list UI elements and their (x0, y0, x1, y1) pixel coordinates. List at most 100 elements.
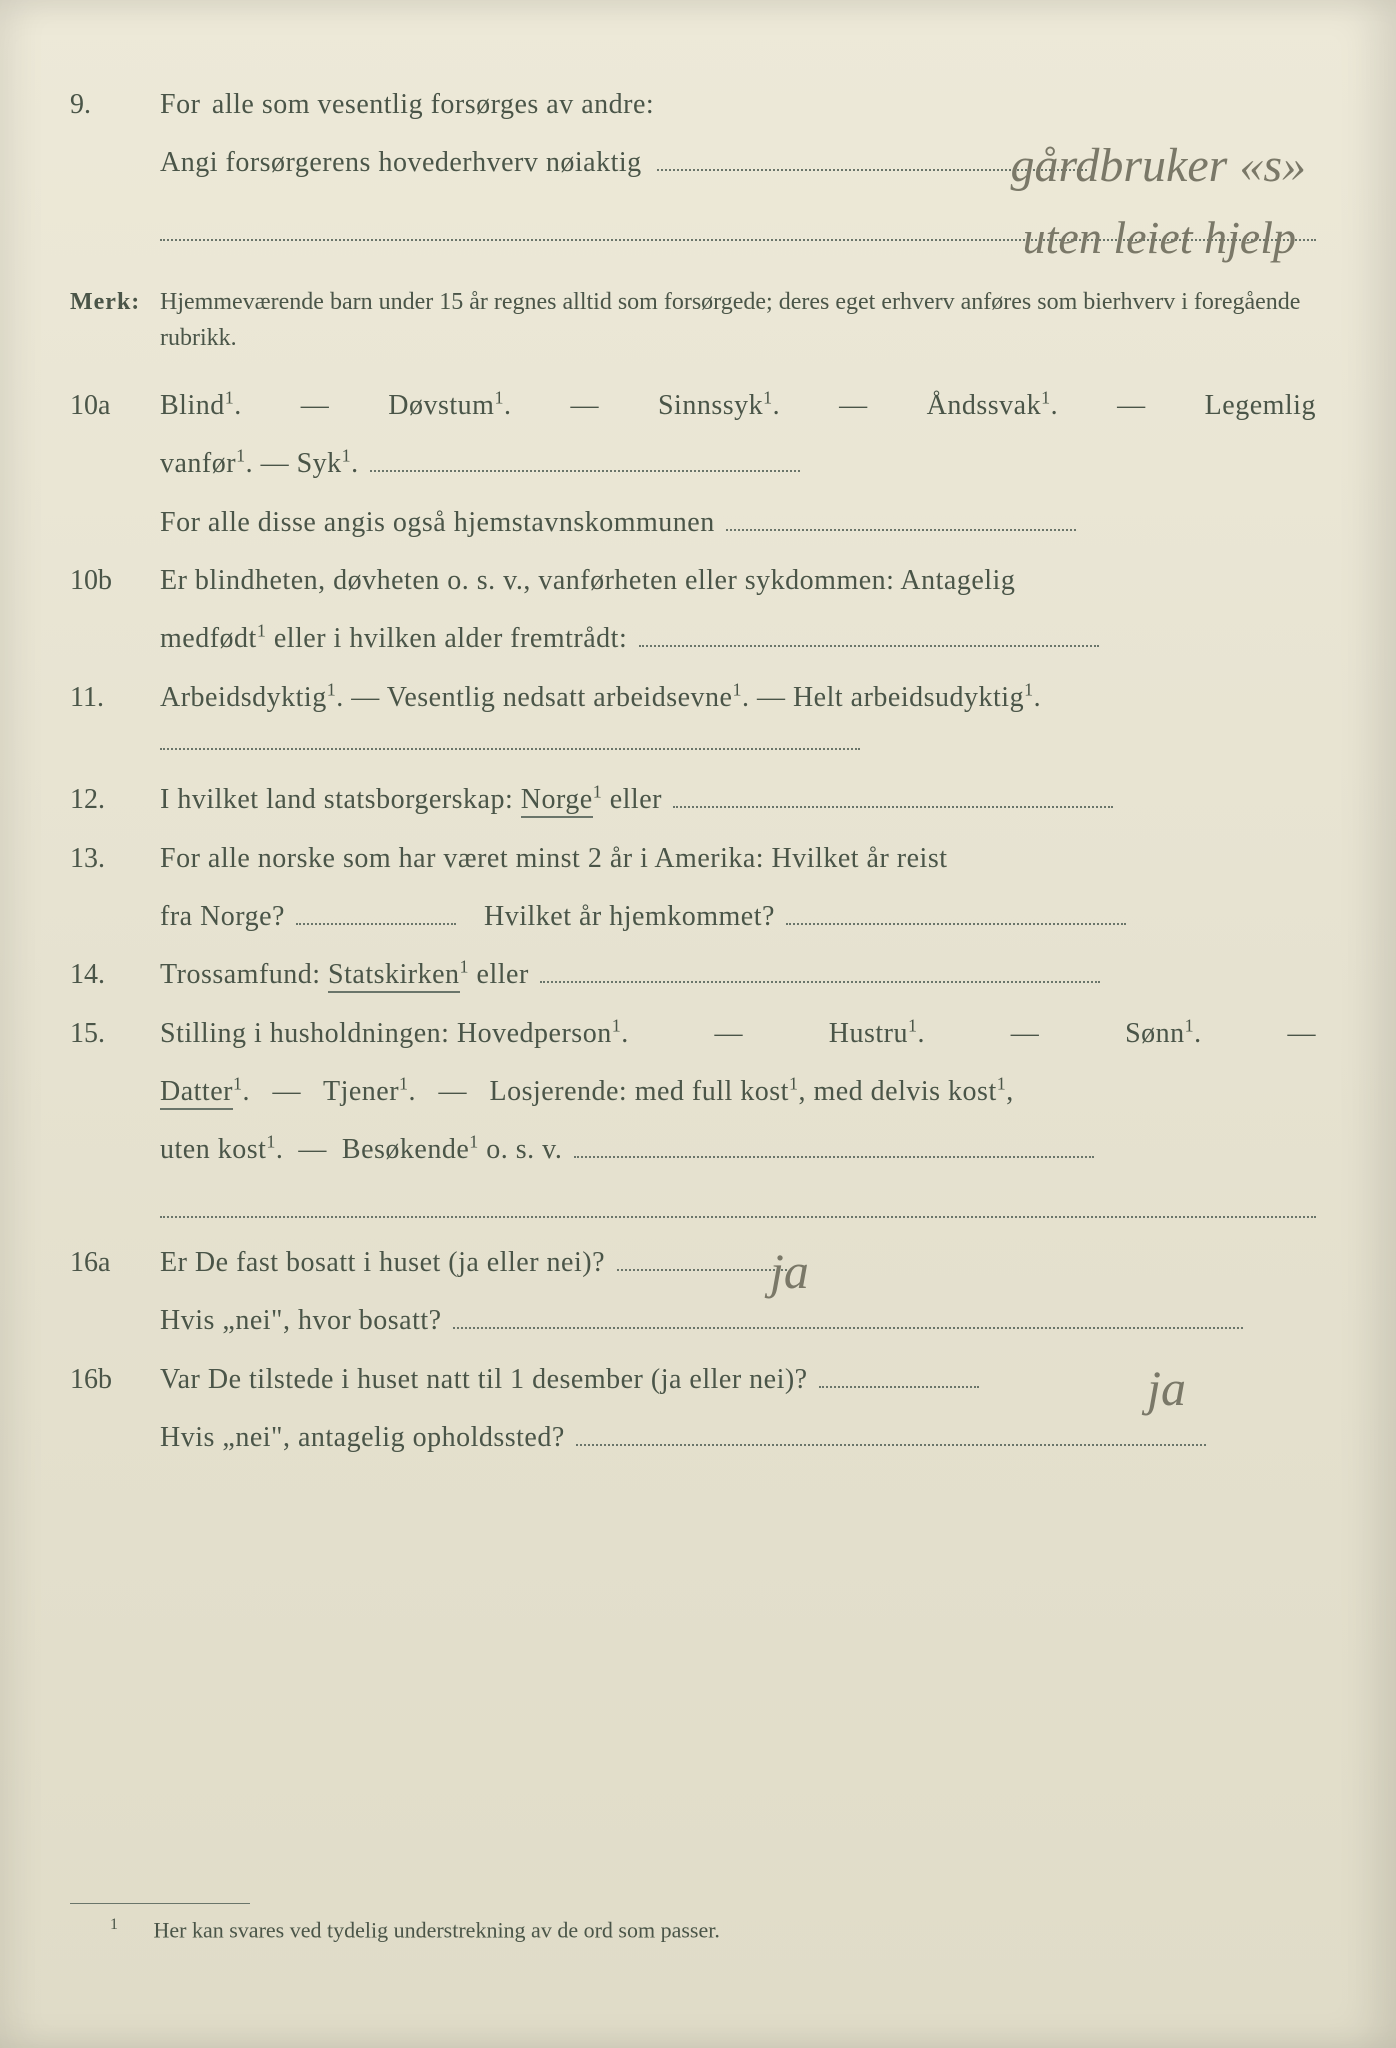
merk-label: Merk: (70, 284, 160, 320)
q16b-line1: Var De tilstede i huset natt til 1 desem… (160, 1364, 808, 1395)
footnote-text: Her kan svares ved tydelig understreknin… (154, 1918, 720, 1943)
q12-content: I hvilket land statsborgerskap: Norge1 e… (160, 775, 1316, 825)
divider-1 (160, 748, 860, 750)
q12-num: 12. (70, 775, 160, 825)
q15-datter: Datter (160, 1076, 233, 1110)
q13-content2: fra Norge? Hvilket år hjemkommet? (160, 892, 1316, 942)
q13-num: 13. (70, 834, 160, 884)
q16b-content2: Hvis „nei", antagelig opholdssted? (160, 1413, 1316, 1463)
q14-statskirken: Statskirken (328, 959, 460, 993)
q10a-row1: 10a Blind1. — Døvstum1. — Sinnssyk1. — Å… (70, 381, 1316, 431)
q15-losj: Losjerende: med full kost (490, 1076, 789, 1107)
q9-for: For (160, 89, 200, 120)
q16a-row1: 16a Er De fast bosatt i huset (ja eller … (70, 1238, 1316, 1288)
q12-b: eller (610, 784, 662, 815)
document-page: 9. For alle som vesentlig forsørges av a… (0, 0, 1396, 2048)
q15-row3: uten kost1. — Besøkende1 o. s. v. (70, 1125, 1316, 1175)
merk-text: Hjemmeværende barn under 15 år regnes al… (160, 284, 1316, 356)
q13-blank2 (786, 923, 1126, 925)
q10a-content3: For alle disse angis også hjemstavnskomm… (160, 498, 1316, 548)
q15-full-blank (160, 1196, 1316, 1218)
q15-content3: uten kost1. — Besøkende1 o. s. v. (160, 1125, 1316, 1175)
q16b-hand: ja (1147, 1343, 1186, 1433)
q9-handwriting1: gårdbruker «s» (1010, 123, 1306, 209)
q16b-num: 16b (70, 1355, 160, 1405)
q13-row2: fra Norge? Hvilket år hjemkommet? (70, 892, 1316, 942)
q11-a: Arbeidsdyktig (160, 682, 327, 713)
q10a-blind: Blind (160, 390, 225, 421)
q13-b: Hvilket år hjemkommet? (484, 901, 775, 932)
q10b-num: 10b (70, 556, 160, 606)
q14-content: Trossamfund: Statskirken1 eller (160, 950, 1316, 1000)
q10a-line3: For alle disse angis også hjemstavnskomm… (160, 507, 715, 538)
q14-num: 14. (70, 950, 160, 1000)
q10a-row3: For alle disse angis også hjemstavnskomm… (70, 498, 1316, 548)
footnote-num: 1 (110, 1916, 118, 1933)
q11-c: Helt arbeidsudyktig (793, 682, 1024, 713)
q15-tjener: Tjener (323, 1076, 399, 1107)
q16a-content2: Hvis „nei", hvor bosatt? (160, 1296, 1316, 1346)
q10b-row1: 10b Er blindheten, døvheten o. s. v., va… (70, 556, 1316, 606)
q10a-dovstum: Døvstum (388, 390, 494, 421)
q15-besok: Besøkende (342, 1134, 469, 1165)
q16a-num: 16a (70, 1238, 160, 1288)
q16a-blank1 (617, 1269, 787, 1271)
q14-blank (540, 981, 1100, 983)
q13-a: fra Norge? (160, 901, 285, 932)
q10b-content2: medfødt1 eller i hvilken alder fremtrådt… (160, 614, 1316, 664)
footnote-rule (70, 1903, 250, 1904)
q15-blank (574, 1156, 1094, 1158)
q13-blank1 (296, 923, 456, 925)
q15-osv: o. s. v. (486, 1134, 562, 1165)
q10b-blank (639, 645, 1099, 647)
q15-uten: uten kost (160, 1134, 266, 1165)
q10a-vanfor: vanfør (160, 448, 236, 479)
q14-row: 14. Trossamfund: Statskirken1 eller (70, 950, 1316, 1000)
q9-num: 9. (70, 80, 160, 130)
q15-row2: Datter1. — Tjener1. — Losjerende: med fu… (70, 1067, 1316, 1117)
q10a-syk: Syk (297, 448, 342, 479)
q11-content: Arbeidsdyktig1. — Vesentlig nedsatt arbe… (160, 673, 1316, 723)
q10b-rest: eller i hvilken alder fremtrådt: (274, 623, 627, 654)
q16b-blank2 (576, 1444, 1206, 1446)
q10a-content2: vanfør1. — Syk1. (160, 439, 1316, 489)
merk-row: Merk: Hjemmeværende barn under 15 år reg… (70, 284, 1316, 356)
q10a-legemlig: Legemlig (1205, 381, 1316, 431)
q10a-sinnssyk: Sinnssyk (658, 390, 763, 421)
q10a-num: 10a (70, 381, 160, 431)
q10a-row2: vanfør1. — Syk1. (70, 439, 1316, 489)
q10a-blank (370, 470, 800, 472)
q10b-row2: medfødt1 eller i hvilken alder fremtrådt… (70, 614, 1316, 664)
q9-handwriting2: uten leiet hjelp (1023, 211, 1296, 264)
q16a-content1: Er De fast bosatt i huset (ja eller nei)… (160, 1238, 1316, 1288)
q15-content1: Stilling i husholdningen: Hovedperson1. … (160, 1009, 1316, 1059)
q16a-line1: Er De fast bosatt i huset (ja eller nei)… (160, 1247, 605, 1278)
q11-num: 11. (70, 673, 160, 723)
q10a-andssvak: Åndssvak (927, 390, 1041, 421)
q15-a: Stilling i husholdningen: Hovedperson (160, 1018, 612, 1049)
q16b-content1: Var De tilstede i huset natt til 1 desem… (160, 1355, 1316, 1405)
q12-a: I hvilket land statsborgerskap: (160, 784, 521, 815)
q14-b: eller (477, 959, 529, 990)
q9-hand2-wrap: uten leiet hjelp (70, 219, 1316, 269)
q12-row: 12. I hvilket land statsborgerskap: Norg… (70, 775, 1316, 825)
q12-blank (673, 806, 1113, 808)
q16b-row1: 16b Var De tilstede i huset natt til 1 d… (70, 1355, 1316, 1405)
q11-b: Vesentlig nedsatt arbeidsevne (387, 682, 733, 713)
q10a-content1: Blind1. — Døvstum1. — Sinnssyk1. — Åndss… (160, 381, 1316, 431)
q15-delvis: , med delvis kost (798, 1076, 996, 1107)
q9-rest: alle som vesentlig forsørges av andre: (212, 89, 654, 120)
footnote: 1 Her kan svares ved tydelig understrekn… (110, 1916, 1316, 1943)
q16a-row2: Hvis „nei", hvor bosatt? (70, 1296, 1316, 1346)
q10a-blank2 (726, 529, 1076, 531)
q15-num: 15. (70, 1009, 160, 1059)
q12-norge: Norge (521, 784, 593, 818)
q13-row1: 13. For alle norske som har været minst … (70, 834, 1316, 884)
q16b-row2: Hvis „nei", antagelig opholdssted? (70, 1413, 1316, 1463)
q11-row: 11. Arbeidsdyktig1. — Vesentlig nedsatt … (70, 673, 1316, 723)
q10b-content1: Er blindheten, døvheten o. s. v., vanfør… (160, 556, 1316, 606)
q10b-medfodt: medfødt (160, 623, 257, 654)
q15-sonn: Sønn (1125, 1018, 1185, 1049)
q9-row2: Angi forsørgerens hovederhverv nøiaktig … (70, 138, 1316, 188)
q16a-hand: ja (770, 1226, 809, 1316)
